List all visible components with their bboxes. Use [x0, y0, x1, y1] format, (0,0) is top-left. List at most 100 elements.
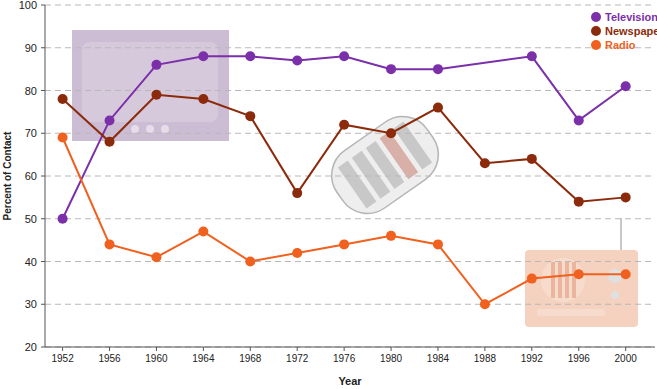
grid-line [45, 47, 655, 48]
y-tick [41, 218, 45, 219]
y-tick [41, 304, 45, 305]
grid-line [45, 133, 655, 134]
x-tick [203, 347, 204, 351]
axes: 2030405060708090100195219561960196419681… [19, 0, 655, 364]
series-marker [433, 103, 443, 113]
y-axis-label: Percent of Contact [2, 131, 13, 221]
legend-marker [591, 26, 601, 36]
radio-speaker [541, 258, 585, 302]
y-tick [41, 176, 45, 177]
chart: 2030405060708090100195219561960196419681… [0, 0, 657, 389]
grid-line [45, 261, 655, 262]
y-tick-label: 90 [25, 42, 37, 54]
series-marker [151, 90, 161, 100]
radio-grille [572, 262, 576, 298]
x-tick-label: 1956 [98, 353, 121, 364]
x-tick-label: 1964 [192, 353, 215, 364]
grid-line [45, 218, 655, 219]
radio-knob [611, 291, 619, 299]
y-axis [45, 5, 46, 347]
x-tick [109, 347, 110, 351]
y-tick-label: 60 [25, 170, 37, 182]
radio-grille [565, 262, 569, 298]
legend-label: Television [605, 11, 657, 23]
series-marker [151, 252, 161, 262]
legend-marker [591, 40, 601, 50]
legend-marker [591, 12, 601, 22]
series-marker [292, 248, 302, 258]
series-line [63, 138, 626, 305]
series-marker [386, 64, 396, 74]
series-marker [245, 111, 255, 121]
series-line [63, 56, 626, 218]
series-marker [480, 299, 490, 309]
y-tick-label: 30 [25, 298, 37, 310]
series-marker [198, 227, 208, 237]
series-marker [105, 137, 115, 147]
legend-label: Radio [605, 39, 636, 51]
tv-knob [161, 125, 169, 133]
radio-icon [525, 250, 638, 327]
y-tick-label: 70 [25, 127, 37, 139]
series-marker [151, 60, 161, 70]
newspaper-roll [320, 105, 450, 225]
legend-label: Newspaper [605, 25, 657, 37]
x-tick [531, 347, 532, 351]
radio-antenna [620, 218, 622, 250]
y-tick [41, 347, 45, 348]
x-tick [578, 347, 579, 351]
y-tick-label: 50 [25, 213, 37, 225]
x-tick [391, 347, 392, 351]
series-marker [292, 56, 302, 66]
series-marker [621, 269, 631, 279]
x-tick [156, 347, 157, 351]
series-marker [480, 158, 490, 168]
series-marker [574, 197, 584, 207]
grid-line [45, 90, 655, 91]
x-tick [625, 347, 626, 351]
plot-area [58, 51, 631, 309]
y-tick-label: 40 [25, 256, 37, 268]
series-marker [58, 214, 68, 224]
series-marker [386, 231, 396, 241]
x-tick-label: 2000 [615, 353, 638, 364]
series-marker [245, 257, 255, 267]
x-tick-label: 1980 [380, 353, 403, 364]
x-tick-label: 1996 [568, 353, 591, 364]
grid-line [45, 347, 655, 348]
series-marker [527, 274, 537, 284]
x-tick-label: 1968 [239, 353, 262, 364]
series-marker [105, 115, 115, 125]
grid-line [45, 176, 655, 177]
y-tick-label: 100 [19, 0, 37, 11]
x-tick [297, 347, 298, 351]
radio-dial [537, 309, 605, 316]
series-marker [58, 94, 68, 104]
x-axis [45, 347, 655, 348]
y-tick [41, 47, 45, 48]
series-marker [198, 51, 208, 61]
radio-grille [551, 262, 555, 298]
y-tick-label: 20 [25, 341, 37, 353]
tv-knob [146, 125, 154, 133]
series-marker [339, 51, 349, 61]
series-line [63, 95, 626, 202]
series-marker [433, 239, 443, 249]
series-marker [574, 269, 584, 279]
radio-grille [558, 262, 562, 298]
series-marker [621, 192, 631, 202]
series-marker [574, 115, 584, 125]
series-marker [58, 133, 68, 143]
grid-line [45, 304, 655, 305]
x-tick [250, 347, 251, 351]
x-tick [437, 347, 438, 351]
series-marker [527, 51, 537, 61]
x-tick-label: 1992 [521, 353, 544, 364]
legend: Television Newspaper Radio [591, 11, 657, 51]
x-tick-label: 1952 [51, 353, 74, 364]
series-marker [339, 120, 349, 130]
x-tick-label: 1976 [333, 353, 356, 364]
y-tick [41, 133, 45, 134]
y-tick [41, 90, 45, 91]
radio-knob [608, 269, 622, 283]
